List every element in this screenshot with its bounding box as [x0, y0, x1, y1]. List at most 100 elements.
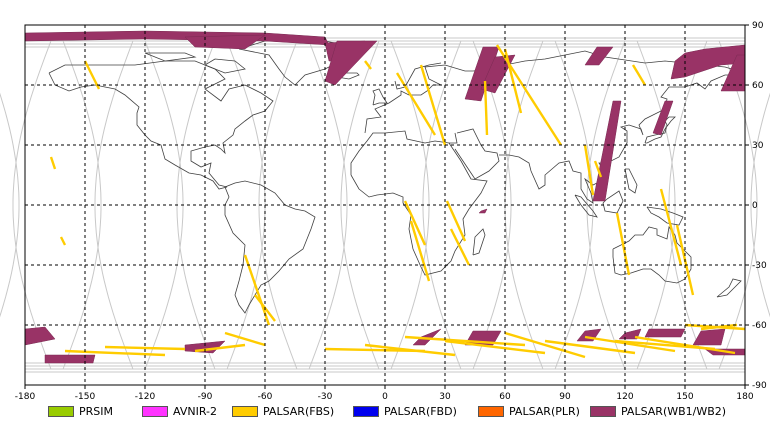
fbs-track: [364, 60, 372, 70]
legend: PRSIM AVNIR-2 PALSAR(FBS) PALSAR(FBD) PALSAR…: [46, 402, 746, 420]
fbs-track: [403, 200, 427, 246]
legend-label: AVNIR-2: [173, 404, 217, 418]
x-tick-label: 150: [676, 392, 693, 402]
x-tick-label: 0: [382, 392, 388, 402]
x-tick-label: 30: [439, 392, 451, 402]
fbs-track: [684, 323, 746, 331]
x-tick-label: -30: [318, 392, 333, 402]
x-tick-label: -60: [258, 392, 273, 402]
grid-lines: [25, 25, 745, 385]
legend-item: PALSAR(WB1/WB2): [590, 402, 726, 420]
orbit-track: [586, 40, 626, 370]
legend-item: AVNIR-2: [142, 402, 217, 420]
fbs-track: [584, 335, 676, 353]
fbs-track: [445, 200, 467, 242]
legend-item: PALSAR(FBD): [353, 402, 457, 420]
legend-item: PALSAR(PLR): [478, 402, 580, 420]
legend-label: PALSAR(PLR): [509, 404, 580, 418]
legend-label: PALSAR(WB1/WB2): [621, 404, 727, 418]
x-tick-label: 90: [559, 392, 571, 402]
coastline: [612, 226, 692, 284]
legend-item: PALSAR(FBS): [232, 402, 334, 420]
coastline: [48, 60, 274, 190]
fbs-track: [659, 188, 683, 266]
orbit-track: [308, 40, 348, 370]
wb-swath: [324, 40, 378, 86]
wb-swath: [464, 46, 500, 102]
y-axis-ticks: 90 60 30 0 -30 -60 -90: [745, 21, 767, 391]
fbs-track: [503, 48, 523, 114]
coastline: [224, 180, 316, 314]
coastline: [454, 128, 500, 180]
fbs-track: [444, 339, 546, 355]
wb-swath: [652, 100, 674, 136]
coastline: [644, 116, 676, 144]
legend-label: PALSAR(FBS): [263, 404, 335, 418]
fbs-track: [224, 331, 266, 347]
coastline: [646, 206, 684, 226]
wb-swath: [480, 54, 516, 94]
x-tick-label: -120: [135, 392, 156, 402]
y-tick-label: -90: [752, 381, 767, 391]
orbit-track: [12, 40, 52, 370]
wb-swath: [412, 328, 442, 346]
coastline: [449, 132, 458, 144]
coastlines: [48, 38, 746, 314]
orbit-track: [0, 92, 20, 318]
wb-swath: [478, 208, 488, 214]
orbit-track: [340, 40, 380, 370]
coastline: [472, 228, 486, 256]
fbs-track: [483, 80, 489, 136]
coastline: [394, 62, 442, 90]
legend-swatch: [590, 405, 616, 417]
x-tick-label: -90: [198, 392, 213, 402]
coastline: [602, 190, 624, 214]
fbs-track: [395, 72, 437, 136]
x-tick-label: 60: [499, 392, 511, 402]
fbs-track: [83, 60, 101, 90]
x-tick-label: -150: [75, 392, 96, 402]
legend-swatch: [142, 405, 168, 417]
y-tick-label: -30: [752, 261, 767, 271]
coastline: [350, 130, 488, 276]
orbit-track: [554, 40, 594, 370]
coastline: [364, 50, 746, 134]
fbs-track: [593, 160, 603, 178]
wb-swath: [44, 354, 96, 364]
coastline: [372, 88, 388, 106]
fbs-track: [49, 156, 57, 170]
wb-swath: [584, 46, 614, 66]
y-tick-label: 0: [752, 201, 758, 211]
x-axis-ticks: -180 -150 -120 -90 -60 -30 0 30 60 90 120 150 180: [15, 385, 754, 402]
coastline: [574, 194, 598, 218]
coastline: [716, 278, 742, 298]
x-tick-label: 180: [736, 392, 753, 402]
fbs-track: [59, 236, 67, 246]
wb-swath: [644, 328, 686, 338]
coastline: [144, 52, 197, 62]
coastline: [204, 58, 246, 74]
y-tick-label: 30: [752, 141, 764, 151]
legend-label: PALSAR(FBD): [384, 404, 457, 418]
legend-item: PRSIM: [48, 402, 113, 420]
fbs-track: [583, 144, 595, 196]
orbit-track: [62, 40, 102, 370]
y-tick-label: -60: [752, 321, 767, 331]
legend-swatch: [48, 405, 74, 417]
y-tick-label: 90: [752, 21, 764, 31]
coastline: [624, 168, 638, 194]
legend-swatch: [232, 405, 258, 417]
legend-swatch: [478, 405, 504, 417]
x-tick-label: -180: [15, 392, 36, 402]
orbit-track: [718, 40, 758, 370]
fbs-track: [104, 345, 186, 351]
fbs-track: [364, 343, 456, 357]
fbs-track: [544, 339, 636, 355]
orbit-track: [94, 40, 134, 370]
legend-label: PRSIM: [79, 404, 113, 418]
fbs-track: [64, 349, 166, 357]
wb-swath: [692, 328, 726, 346]
fbs-track: [449, 228, 471, 266]
